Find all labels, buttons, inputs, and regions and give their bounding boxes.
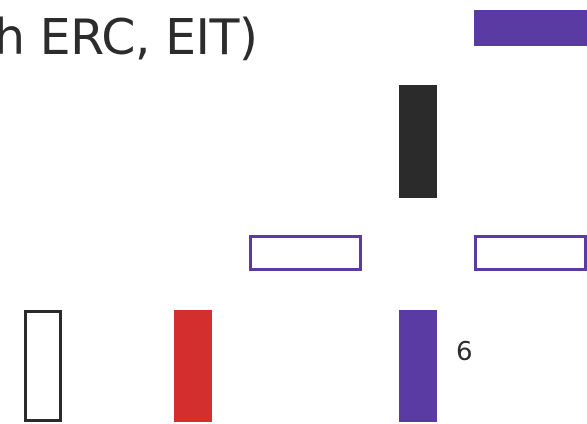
filled-purple-vertical-block — [399, 310, 437, 422]
outlined-purple-horizontal-block-left — [249, 235, 362, 271]
outlined-black-vertical-block — [24, 310, 62, 422]
filled-purple-horizontal-block — [474, 10, 587, 46]
block-number-label: 6 — [456, 337, 473, 367]
slide-title: h ERC, EIT) — [0, 9, 258, 66]
outlined-purple-horizontal-block-right — [474, 235, 587, 271]
filled-black-vertical-block — [399, 85, 437, 198]
filled-red-vertical-block — [174, 310, 212, 422]
